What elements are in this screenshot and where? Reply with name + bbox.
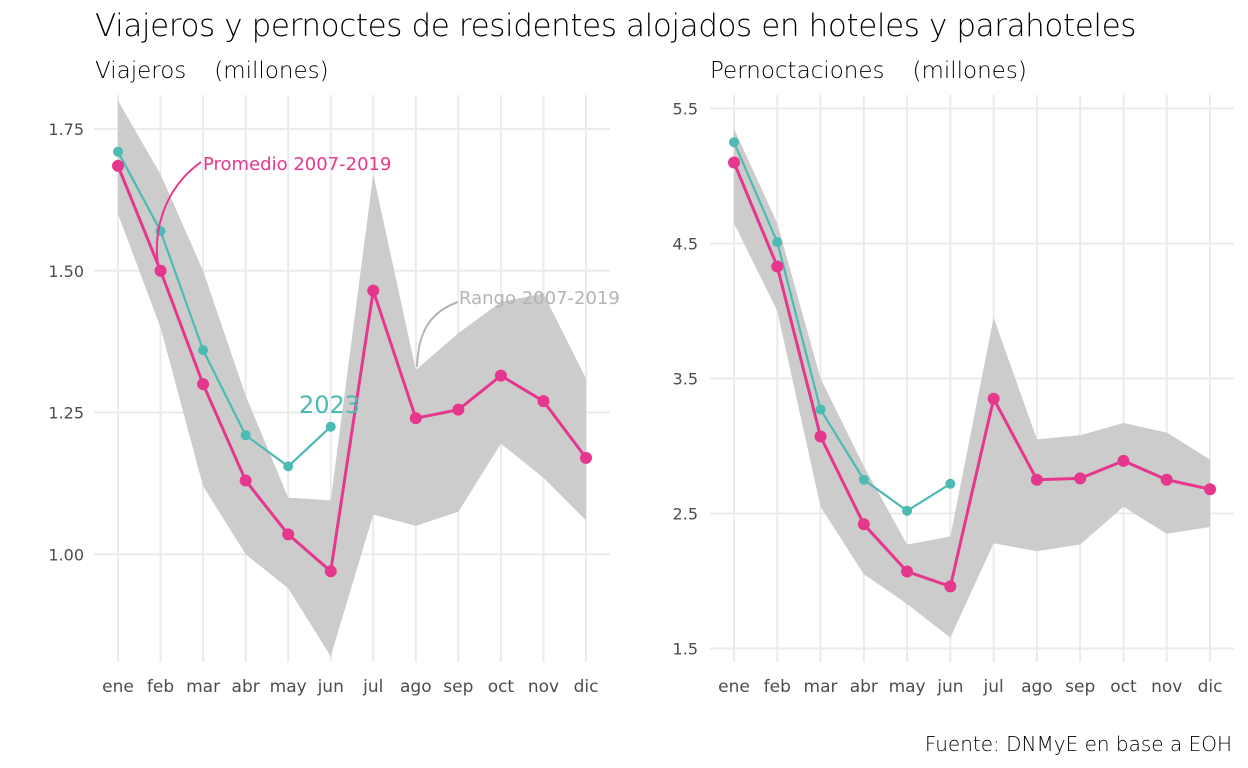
viajeros-ytick-label: 1.50 xyxy=(48,262,84,281)
pernoctes-promedio-point-ene xyxy=(728,156,740,169)
right-panel-subtitle: Pernoctaciones (millones) xyxy=(710,58,1027,84)
viajeros-promedio-point-oct xyxy=(494,369,507,382)
viajeros-xtick-label-may: may xyxy=(270,677,307,697)
viajeros-ytick-label: 1.25 xyxy=(48,404,84,423)
viajeros-promedio-point-sep xyxy=(452,403,465,416)
right-subtitle-text: Pernoctaciones xyxy=(710,58,885,84)
viajeros-chart: 1.00 1.25 1.50 1.75 ene feb mar abr may jun jul ago… xyxy=(48,95,620,697)
pernoctes-ytick-label: 2.5 xyxy=(673,505,698,524)
pernoctes-xtick-label-mar: mar xyxy=(804,677,838,697)
viajeros-promedio-connector xyxy=(155,161,202,271)
viajeros-promedio-point-mar xyxy=(197,378,210,391)
viajeros-xtick-label-oct: oct xyxy=(488,677,515,697)
pernoctes-xtick-label-dic: dic xyxy=(1198,677,1223,697)
viajeros-xtick-label-abr: abr xyxy=(232,677,260,697)
pernoctes-xtick-label-abr: abr xyxy=(850,677,878,697)
viajeros-y2023-point-ene xyxy=(113,146,123,157)
pernoctes-xtick-label-feb: feb xyxy=(764,677,791,697)
pernoctes-promedio-point-feb xyxy=(771,260,784,273)
viajeros-promedio-point-feb xyxy=(154,264,167,277)
pernoctes-xtick-label-oct: oct xyxy=(1110,677,1137,697)
pernoctes-xtick-label-jul: jul xyxy=(983,677,1004,697)
pernoctes-ytick-label: 4.5 xyxy=(673,235,698,254)
pernoctes-y2023-point-ene xyxy=(729,137,739,148)
chart-title: Viajeros y pernoctes de residentes aloja… xyxy=(95,8,1137,44)
viajeros-promedio-line xyxy=(116,165,588,573)
viajeros-y2023-point-abr xyxy=(240,430,251,441)
viajeros-y2023-point-jun xyxy=(325,421,336,432)
viajeros-xtick-label-dic: dic xyxy=(574,677,599,697)
pernoctes-promedio-line xyxy=(732,161,1211,588)
pernoctes-ytick-label: 1.5 xyxy=(673,640,698,659)
pernoctes-promedio-point-oct xyxy=(1117,454,1130,467)
viajeros-rango-label: Rango 2007-2019 xyxy=(459,288,620,309)
viajeros-promedio-point-ago xyxy=(409,412,422,425)
left-subtitle-text: Viajeros xyxy=(95,58,187,84)
pernoctes-promedio-point-ago xyxy=(1030,473,1043,486)
viajeros-promedio-point-jul xyxy=(367,284,380,297)
viajeros-promedio-point-abr xyxy=(239,474,252,487)
viajeros-xtick-label-feb: feb xyxy=(147,677,174,697)
pernoctes-promedio-point-jul xyxy=(987,392,1000,405)
pernoctes-promedio-point-jun xyxy=(944,580,957,593)
viajeros-xtick-label-jul: jul xyxy=(362,677,383,697)
pernoctes-promedio-point-abr xyxy=(857,518,870,531)
viajeros-xtick-label-sep: sep xyxy=(443,677,473,697)
viajeros-y2023-line xyxy=(117,151,332,468)
pernoctes-y2023-point-jun xyxy=(945,478,956,489)
pernoctes-xtick-label-sep: sep xyxy=(1065,677,1095,697)
viajeros-promedio-point-jun xyxy=(324,565,337,578)
viajeros-ytick-label: 1.00 xyxy=(48,545,84,564)
left-panel-subtitle: Viajeros (millones) xyxy=(95,58,329,84)
viajeros-promedio-label: Promedio 2007-2019 xyxy=(203,154,391,175)
pernoctes-promedio-point-dic xyxy=(1204,483,1216,496)
viajeros-y2023-point-mar xyxy=(198,345,209,356)
viajeros-promedio-point-may xyxy=(282,528,295,541)
pernoctes-rango-band xyxy=(734,128,1210,638)
viajeros-y2023-point-may xyxy=(283,461,294,472)
pernoctes-promedio-point-mar xyxy=(814,430,827,443)
pernoctes-y2023-line xyxy=(732,141,951,512)
viajeros-promedio-point-dic xyxy=(580,451,592,464)
viajeros-xtick-label-ene: ene xyxy=(102,677,134,697)
viajeros-xtick-label-ago: ago xyxy=(400,677,432,697)
pernoctes-ytick-label: 5.5 xyxy=(673,100,698,119)
viajeros-promedio-point-ene xyxy=(112,159,124,172)
pernoctes-xtick-label-ene: ene xyxy=(718,677,750,697)
pernoctes-xtick-label-jun: jun xyxy=(936,677,963,697)
pernoctaciones-chart: 1.5 2.5 3.5 4.5 5.5 ene feb mar abr may jun jul ago s… xyxy=(673,95,1234,697)
pernoctes-xtick-label-nov: nov xyxy=(1151,677,1182,697)
pernoctes-y2023-point-mar xyxy=(815,404,826,415)
source-caption: Fuente: DNMyE en base a EOH xyxy=(924,732,1232,756)
viajeros-promedio-point-nov xyxy=(537,395,550,408)
pernoctes-xtick-label-may: may xyxy=(889,677,926,697)
pernoctes-y2023-point-may xyxy=(902,505,913,516)
viajeros-2023-label: 2023 xyxy=(299,391,360,419)
viajeros-xtick-label-jun: jun xyxy=(317,677,344,697)
viajeros-xtick-label-nov: nov xyxy=(528,677,559,697)
viajeros-rango-band xyxy=(118,100,586,657)
viajeros-ytick-label: 1.75 xyxy=(48,120,84,139)
pernoctes-xtick-label-ago: ago xyxy=(1021,677,1053,697)
pernoctes-promedio-point-may xyxy=(901,565,914,578)
right-subtitle-unit: (millones) xyxy=(912,58,1027,84)
left-subtitle-unit: (millones) xyxy=(214,58,329,84)
pernoctes-promedio-point-nov xyxy=(1160,473,1173,486)
viajeros-rango-connector xyxy=(416,301,459,368)
pernoctes-ytick-label: 3.5 xyxy=(673,370,698,389)
pernoctes-y2023-point-feb xyxy=(772,237,783,248)
pernoctes-y2023-point-abr xyxy=(858,474,869,485)
viajeros-xtick-label-mar: mar xyxy=(186,677,220,697)
pernoctes-promedio-point-sep xyxy=(1074,472,1087,485)
